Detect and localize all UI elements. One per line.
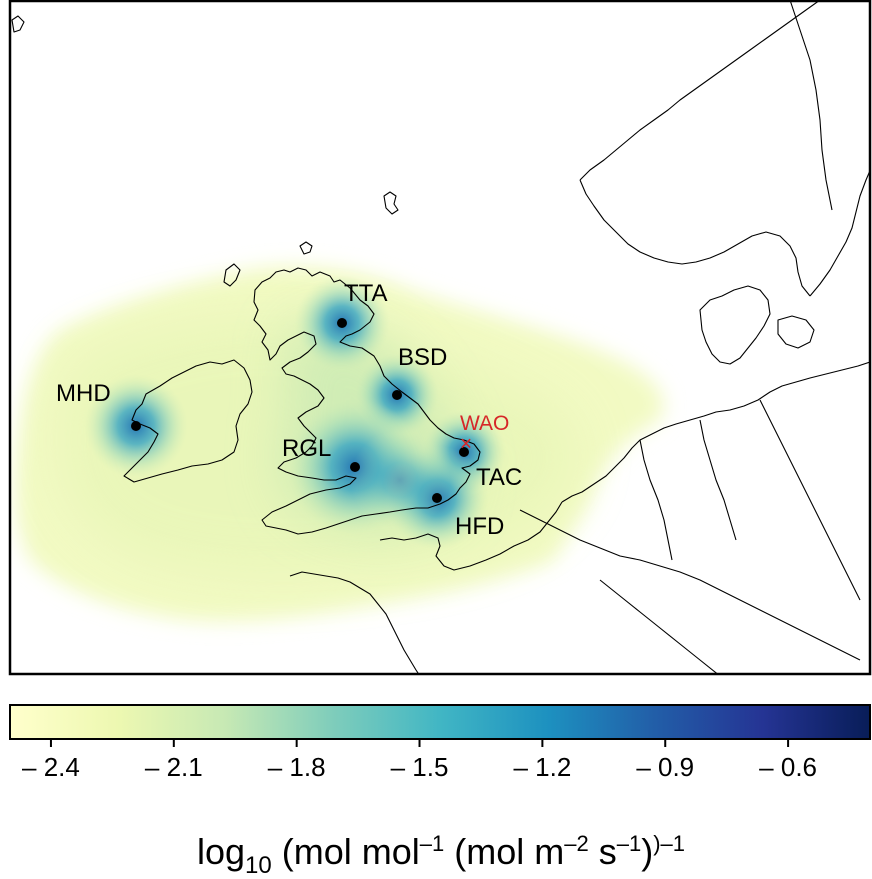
- colorbar: – 2.4 – 2.1 – 1.8 – 1.5 – 1.2 – 0.9 – 0.6 log1…: [9, 704, 871, 879]
- coast-denmark: [699, 285, 771, 365]
- colorbar-ticks: – 2.4 – 2.1 – 1.8 – 1.5 – 1.2 – 0.9 – 0.6: [22, 739, 817, 782]
- coastlines: [11, 0, 870, 674]
- colorbar-tick-label: – 0.9: [636, 752, 694, 782]
- colorbar-tick-label: – 2.1: [145, 752, 203, 782]
- coast-faroes: [11, 15, 25, 33]
- colorbar-tick-label: – 1.2: [513, 752, 571, 782]
- sensitivity-map: TTA BSD MHD RGL TAC HFD × WAO: [8, 0, 872, 676]
- site-label-mhd: MHD: [56, 380, 111, 407]
- coast-orkney: [299, 241, 313, 255]
- site-label-hfd: HFD: [455, 513, 504, 540]
- coast-shetland: [383, 191, 399, 215]
- site-label-rgl: RGL: [282, 435, 331, 462]
- coast-zealand: [777, 315, 815, 349]
- hotspot-se: [350, 430, 450, 530]
- colorbar-tick-label: – 0.6: [759, 752, 817, 782]
- coast-hebrides: [223, 263, 241, 287]
- coast-low-countries: [561, 361, 870, 503]
- colorbar-tick-label: – 1.8: [268, 752, 326, 782]
- coast-sweden: [789, 0, 870, 297]
- borders-europe: [519, 399, 861, 674]
- site-label-wao: WAO: [460, 412, 509, 435]
- coast-norway: [579, 0, 821, 297]
- site-markers: TTA BSD MHD RGL TAC HFD × WAO: [56, 280, 522, 540]
- colorbar-bar: [9, 704, 871, 740]
- coast-ireland: [123, 359, 253, 483]
- site-dot-tac: [459, 447, 469, 457]
- site-label-bsd: BSD: [398, 344, 447, 371]
- wao-marker: ×: [460, 433, 472, 456]
- site-dot-bsd: [392, 390, 402, 400]
- map-border: [8, 0, 872, 676]
- site-label-tta: TTA: [344, 280, 388, 307]
- site-dot-mhd: [131, 421, 141, 431]
- colorbar-tick-label: – 1.5: [391, 752, 449, 782]
- site-dot-rgl: [350, 462, 360, 472]
- colorbar-tick-label: – 2.4: [22, 752, 80, 782]
- site-dot-tta: [337, 318, 347, 328]
- coast-france: [289, 501, 563, 674]
- colorbar-title: log10 (mol mol–1 (mol m–2 s–1))–1: [197, 831, 685, 879]
- site-dot-hfd: [432, 493, 442, 503]
- footprint-field: [15, 266, 664, 622]
- site-label-tac: TAC: [476, 464, 522, 491]
- coast-great-britain: [253, 267, 481, 535]
